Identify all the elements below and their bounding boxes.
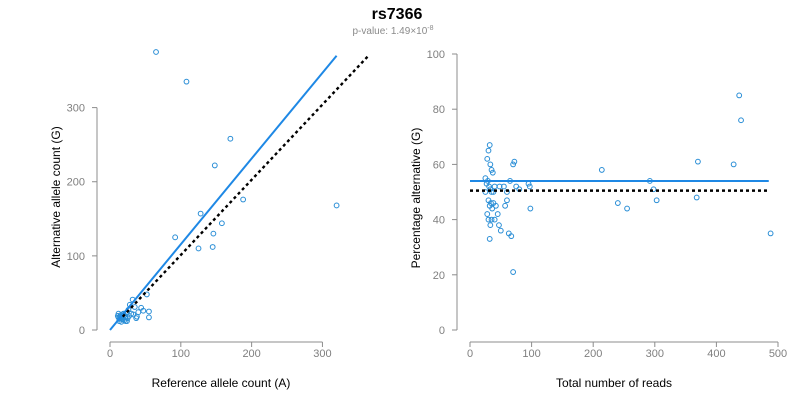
left-data-point xyxy=(211,162,218,169)
right-data-point xyxy=(614,200,621,206)
right-data-point xyxy=(624,205,630,212)
left-data-point xyxy=(133,315,140,322)
right-data-point xyxy=(496,222,502,229)
right-y-tick-label: 60 xyxy=(433,159,445,171)
right-data-point xyxy=(482,189,489,195)
right-data-point xyxy=(484,155,491,162)
right-data-point xyxy=(497,227,504,234)
right-data-point xyxy=(487,222,494,229)
right-x-tick-label: 300 xyxy=(646,348,664,360)
right-data-point xyxy=(650,186,657,193)
right-data-point xyxy=(513,183,520,190)
right-data-point xyxy=(511,158,518,165)
right-data-point xyxy=(488,216,495,223)
right-data-point xyxy=(494,211,501,217)
left-x-axis-label: Reference allele count (A) xyxy=(152,376,291,390)
right-data-point xyxy=(767,230,774,237)
figure-title: rs7366 xyxy=(372,6,423,23)
left-x-tick-label: 0 xyxy=(107,348,113,360)
right-data-point xyxy=(695,158,701,165)
left-x-tick-label: 200 xyxy=(242,348,260,360)
right-data-point xyxy=(488,189,495,195)
right-x-tick-label: 400 xyxy=(707,348,725,360)
right-data-point xyxy=(504,197,510,204)
left-data-point xyxy=(218,220,225,227)
left-reference-line xyxy=(121,54,370,318)
right-data-point xyxy=(508,233,515,240)
pvalue-times: × xyxy=(410,26,416,37)
right-data-point xyxy=(487,161,494,168)
right-data-point xyxy=(485,147,492,154)
pvalue-base: 10 xyxy=(416,26,428,37)
left-y-axis-label: Alternative allele count (G) xyxy=(49,126,63,267)
right-data-point xyxy=(510,269,517,275)
right-data-point xyxy=(738,117,744,124)
left-data-point xyxy=(146,308,152,315)
left-data-point xyxy=(146,314,152,321)
right-data-point xyxy=(485,216,492,223)
right-data-point xyxy=(490,189,497,195)
right-x-tick-label: 100 xyxy=(522,348,540,360)
left-data-point xyxy=(183,78,190,85)
right-data-point xyxy=(488,200,494,206)
right-data-point xyxy=(653,197,660,204)
right-data-point xyxy=(486,183,492,190)
right-x-tick-label: 500 xyxy=(769,348,787,360)
left-y-tick-label: 100 xyxy=(67,251,85,263)
right-y-tick-label: 20 xyxy=(433,270,445,282)
left-data-point xyxy=(195,245,202,252)
left-data-point xyxy=(153,49,159,55)
right-data-point xyxy=(693,194,700,201)
right-data-point xyxy=(736,92,743,99)
right-x-tick-label: 0 xyxy=(467,348,473,360)
right-data-point xyxy=(491,216,498,223)
left-y-tick-label: 0 xyxy=(79,325,85,337)
right-x-axis-label: Total number of reads xyxy=(556,376,672,390)
right-data-point xyxy=(730,161,737,168)
right-x-tick-label: 200 xyxy=(584,348,602,360)
right-data-point xyxy=(489,205,496,212)
right-data-point xyxy=(492,202,499,209)
left-data-point xyxy=(227,135,234,142)
right-data-point xyxy=(489,169,496,176)
right-data-point xyxy=(486,142,493,148)
right-data-point xyxy=(527,205,534,212)
left-y-tick-label: 200 xyxy=(67,177,85,189)
right-data-point xyxy=(484,211,491,217)
left-x-tick-label: 300 xyxy=(313,348,331,360)
right-data-point xyxy=(526,183,533,190)
right-data-point xyxy=(510,161,517,168)
pvalue-prefix: p-value: 1.49 xyxy=(352,26,410,37)
left-y-tick-label: 300 xyxy=(67,103,85,115)
right-data-point xyxy=(496,183,503,190)
right-y-axis-label: Percentage alternative (G) xyxy=(409,128,423,269)
left-data-point xyxy=(209,244,216,250)
right-y-tick-label: 100 xyxy=(427,49,445,61)
right-data-point xyxy=(486,236,493,242)
right-data-point xyxy=(488,167,495,173)
right-data-point xyxy=(598,167,605,173)
left-data-point xyxy=(240,196,247,203)
right-y-tick-label: 80 xyxy=(433,104,445,116)
pvalue-subtitle: p-value: 1.49×10-8 xyxy=(352,25,433,37)
left-data-point xyxy=(140,307,147,314)
right-data-point xyxy=(491,183,498,190)
left-data-point xyxy=(333,202,340,209)
right-y-tick-label: 40 xyxy=(433,215,445,227)
left-x-tick-label: 100 xyxy=(172,348,190,360)
pvalue-exponent: -8 xyxy=(427,25,433,32)
right-data-point xyxy=(502,202,509,209)
left-data-point xyxy=(210,230,217,237)
left-scatter-panel: 0 100 200 300 0 100 200 300 Reference allele cou… xyxy=(49,49,370,390)
left-data-point xyxy=(130,311,137,318)
left-data-point xyxy=(197,210,204,217)
right-scatter-panel: 0 100 200 300 400 500 0 20 40 60 80 100 Total number… xyxy=(409,49,787,390)
right-y-tick-label: 0 xyxy=(439,325,445,337)
left-data-point xyxy=(172,234,179,241)
left-fit-line xyxy=(109,55,338,331)
